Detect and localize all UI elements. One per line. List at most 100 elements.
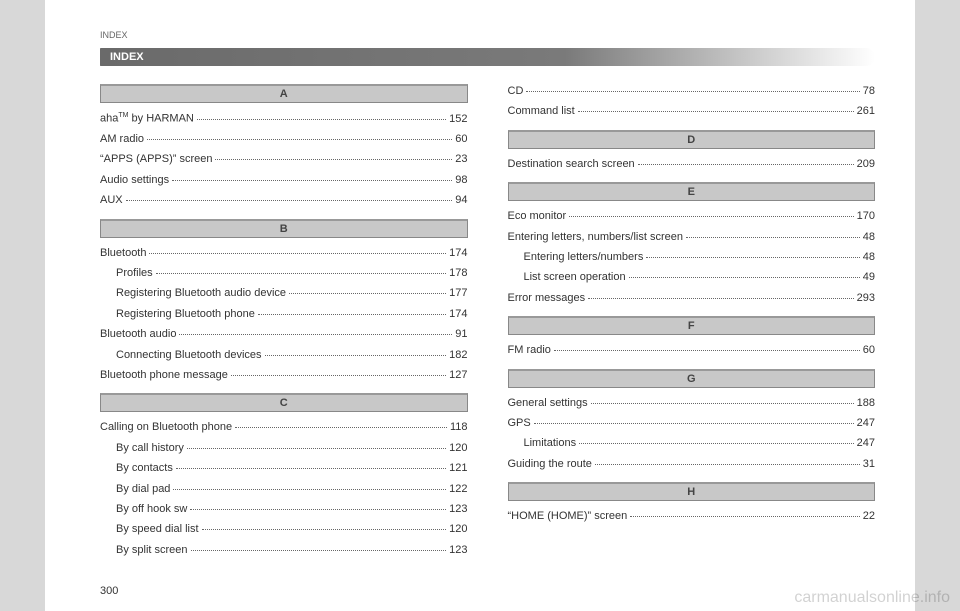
index-entry: Limitations247 (508, 436, 876, 451)
index-entry: By speed dial list 120 (100, 522, 468, 537)
index-entry: “APPS (APPS)” screen23 (100, 152, 468, 167)
index-entry: GPS247 (508, 416, 876, 431)
index-entry: AM radio60 (100, 132, 468, 147)
entry-label: Calling on Bluetooth phone (100, 420, 232, 435)
entry-page: 247 (857, 436, 875, 451)
leader-dots (147, 139, 452, 140)
index-entry: Entering letters, numbers/list screen 48 (508, 230, 876, 245)
index-entry: By call history120 (100, 441, 468, 456)
entry-page: 123 (449, 543, 467, 558)
entry-page: 22 (863, 509, 875, 524)
entry-page: 78 (863, 84, 875, 99)
section-header-b: B (100, 219, 468, 238)
entry-label: Registering Bluetooth phone (116, 307, 255, 322)
entry-label: AUX (100, 193, 123, 208)
leader-dots (215, 159, 452, 160)
index-entry: Command list 261 (508, 104, 876, 119)
entry-page: 49 (863, 270, 875, 285)
entry-label: Command list (508, 104, 575, 119)
index-entry: By dial pad 122 (100, 482, 468, 497)
leader-dots (197, 119, 446, 120)
entry-page: 98 (455, 173, 467, 188)
index-entry: FM radio60 (508, 343, 876, 358)
index-entry: List screen operation49 (508, 270, 876, 285)
entry-page: 170 (857, 209, 875, 224)
section-header-f: F (508, 316, 876, 335)
entry-page: 127 (449, 368, 467, 383)
index-entry: Error messages293 (508, 291, 876, 306)
page: INDEX INDEX AahaTM by HARMAN152AM radio6… (45, 0, 915, 611)
leader-dots (646, 257, 859, 258)
entry-label: By call history (116, 441, 184, 456)
section-header-c: C (100, 393, 468, 412)
entry-page: 174 (449, 307, 467, 322)
entry-page: 174 (449, 246, 467, 261)
entry-label: By dial pad (116, 482, 170, 497)
entry-label: Profiles (116, 266, 153, 281)
index-entry: Bluetooth 174 (100, 246, 468, 261)
entry-label: Entering letters, numbers/list screen (508, 230, 683, 245)
index-entry: By contacts121 (100, 461, 468, 476)
section-header-h: H (508, 482, 876, 501)
entry-page: 122 (449, 482, 467, 497)
entry-page: 60 (455, 132, 467, 147)
index-entry: Bluetooth audio 91 (100, 327, 468, 342)
index-entry: AUX 94 (100, 193, 468, 208)
index-entry: Connecting Bluetooth devices182 (100, 348, 468, 363)
leader-dots (191, 550, 447, 551)
leader-dots (156, 273, 446, 274)
leader-dots (588, 298, 854, 299)
entry-label: “HOME (HOME)” screen (508, 509, 628, 524)
entry-page: 121 (449, 461, 467, 476)
entry-page: 182 (449, 348, 467, 363)
index-entry: General settings188 (508, 396, 876, 411)
leader-dots (554, 350, 860, 351)
index-title-tab: INDEX (100, 48, 875, 66)
entry-label: Audio settings (100, 173, 169, 188)
leader-dots (578, 111, 854, 112)
entry-label: Bluetooth audio (100, 327, 176, 342)
entry-page: 48 (863, 250, 875, 265)
leader-dots (231, 375, 446, 376)
entry-page: 48 (863, 230, 875, 245)
leader-dots (534, 423, 854, 424)
entry-label: By speed dial list (116, 522, 199, 537)
leader-dots (579, 443, 854, 444)
leader-dots (235, 427, 447, 428)
leader-dots (190, 509, 446, 510)
entry-label: Bluetooth (100, 246, 146, 261)
index-entry: CD78 (508, 84, 876, 99)
leader-dots (202, 529, 447, 530)
columns: AahaTM by HARMAN152AM radio60“APPS (APPS… (100, 84, 875, 563)
header-text: INDEX (100, 30, 875, 40)
index-entry: Bluetooth phone message127 (100, 368, 468, 383)
leader-dots (187, 448, 446, 449)
index-entry: Audio settings 98 (100, 173, 468, 188)
leader-dots (265, 355, 447, 356)
entry-page: 91 (455, 327, 467, 342)
entry-page: 177 (449, 286, 467, 301)
entry-label: Registering Bluetooth audio device (116, 286, 286, 301)
leader-dots (173, 489, 446, 490)
entry-label: “APPS (APPS)” screen (100, 152, 212, 167)
entry-label: General settings (508, 396, 588, 411)
index-entry: Registering Bluetooth audio device 177 (100, 286, 468, 301)
section-header-d: D (508, 130, 876, 149)
entry-page: 152 (449, 112, 467, 127)
leader-dots (630, 516, 859, 517)
entry-page: 120 (449, 522, 467, 537)
entry-label: FM radio (508, 343, 551, 358)
entry-page: 178 (449, 266, 467, 281)
entry-page: 118 (450, 420, 468, 435)
entry-page: 94 (455, 193, 467, 208)
entry-page: 261 (857, 104, 875, 119)
entry-label: By off hook sw (116, 502, 187, 517)
left-column: AahaTM by HARMAN152AM radio60“APPS (APPS… (100, 84, 468, 563)
index-entry: By split screen123 (100, 543, 468, 558)
entry-page: 293 (857, 291, 875, 306)
index-entry: Eco monitor170 (508, 209, 876, 224)
index-entry: By off hook sw123 (100, 502, 468, 517)
entry-label: Guiding the route (508, 457, 592, 472)
leader-dots (629, 277, 860, 278)
index-entry: Guiding the route31 (508, 457, 876, 472)
